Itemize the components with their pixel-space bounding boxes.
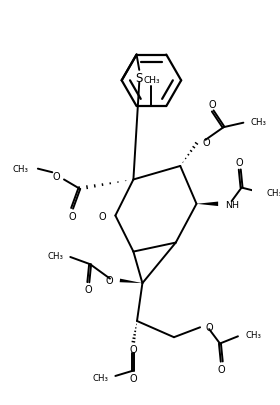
- Text: O: O: [218, 364, 226, 374]
- Text: O: O: [68, 212, 76, 222]
- Text: O: O: [209, 100, 216, 109]
- Text: O: O: [203, 137, 211, 147]
- Text: O: O: [85, 285, 92, 295]
- Text: O: O: [206, 322, 213, 333]
- Text: O: O: [130, 344, 137, 354]
- Polygon shape: [120, 279, 143, 283]
- Text: CH₃: CH₃: [92, 373, 108, 382]
- Text: CH₃: CH₃: [251, 118, 267, 127]
- Text: CH₃: CH₃: [47, 251, 63, 260]
- Text: S: S: [136, 71, 143, 84]
- Text: O: O: [106, 276, 114, 286]
- Text: O: O: [53, 171, 60, 181]
- Text: CH₃: CH₃: [267, 189, 280, 198]
- Text: CH₃: CH₃: [143, 76, 160, 85]
- Text: O: O: [130, 373, 137, 383]
- Text: CH₃: CH₃: [13, 165, 29, 174]
- Text: O: O: [236, 158, 244, 168]
- Text: O: O: [99, 212, 106, 222]
- Text: CH₃: CH₃: [245, 330, 261, 339]
- Text: NH: NH: [225, 201, 239, 210]
- Polygon shape: [197, 202, 218, 207]
